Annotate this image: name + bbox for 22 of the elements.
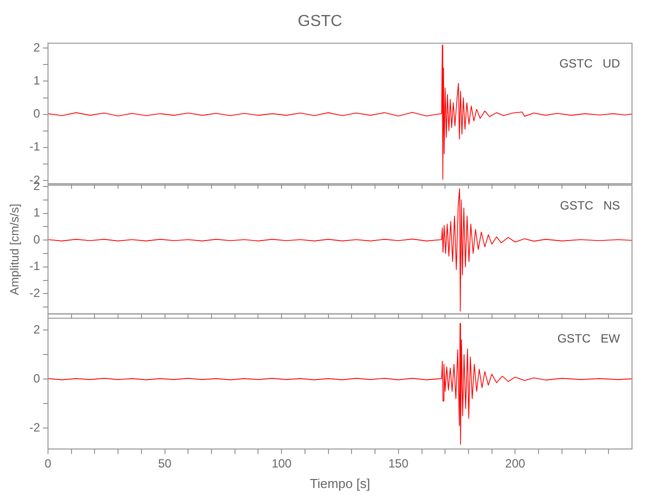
annotation: GSTC EW — [557, 332, 621, 346]
x-axis-title: Tiempo [s] — [310, 476, 370, 491]
x-tick-label: 200 — [505, 456, 526, 471]
y-tick-label: 1 — [33, 206, 40, 220]
y-tick-label: 0 — [33, 106, 40, 121]
y-tick-label: 0 — [33, 232, 40, 246]
y-tick-label: -2 — [29, 420, 40, 434]
annotation: GSTC NS — [560, 198, 620, 213]
annotation: GSTC UD — [559, 56, 620, 71]
y-tick-label: -1 — [29, 259, 40, 274]
y-tick-label: -2 — [29, 286, 40, 300]
y-tick-label: 2 — [33, 322, 40, 336]
x-tick-label: 0 — [44, 456, 52, 471]
y-axis-title: Amplitud [cm/s/s] — [8, 204, 22, 296]
y-tick-label: 2 — [33, 40, 40, 54]
x-tick-label: 100 — [272, 456, 292, 471]
x-tick-label: 150 — [388, 456, 409, 471]
y-tick-label: -1 — [29, 140, 40, 154]
y-tick-label: 1 — [33, 74, 40, 88]
chart-title: GSTC — [298, 13, 342, 30]
y-tick-label: 0 — [33, 371, 40, 386]
x-tick-label: 50 — [158, 456, 172, 471]
